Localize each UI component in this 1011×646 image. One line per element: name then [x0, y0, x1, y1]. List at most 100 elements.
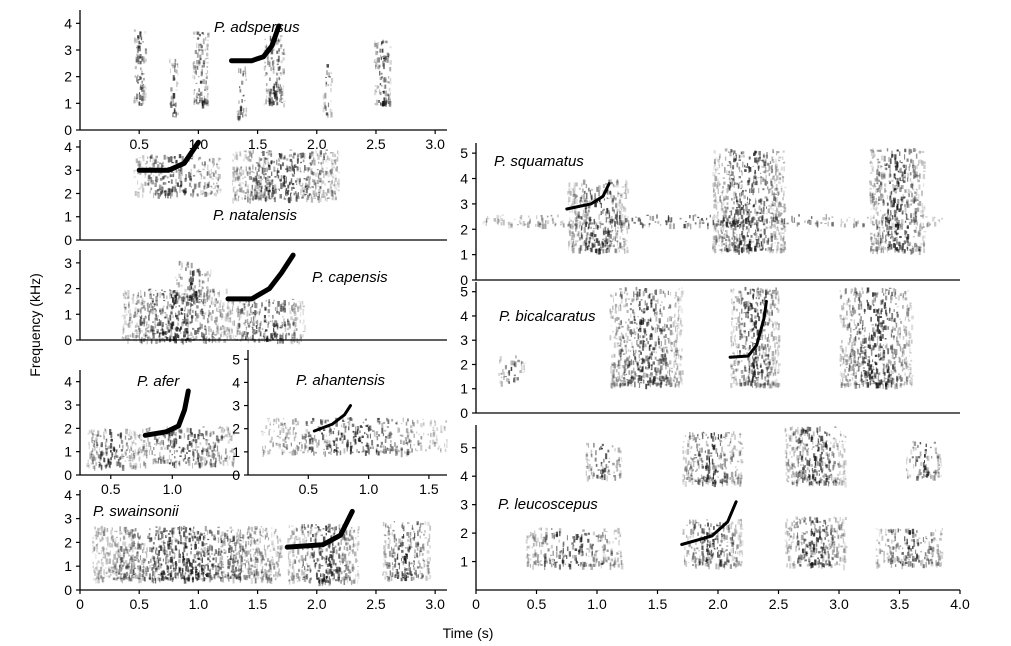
x-tick-label: 0.5: [101, 481, 121, 497]
spectrogram-energy: [525, 426, 944, 571]
y-tick-label: 5: [460, 145, 468, 161]
spectrogram-energy: [91, 521, 432, 587]
x-tick-label: 0.5: [299, 481, 319, 497]
y-tick-label: 1: [232, 444, 240, 460]
frequency-trace: [680, 500, 738, 546]
y-tick-label: 0: [460, 272, 468, 288]
x-tick-label: 1.5: [248, 596, 268, 612]
spectrogram-energy: [482, 148, 944, 255]
y-tick-label: 2: [64, 281, 72, 297]
y-tick-label: 1: [64, 95, 72, 111]
y-axis-label: Frequency (kHz): [27, 273, 43, 376]
panel-p-swainsonii: 0 1 2 3 4 0 0.5 1.0 1.5 2.0 2.5 3.0 P. swainsonii: [64, 487, 447, 612]
x-tick-label: 0: [76, 596, 84, 612]
frequency-trace: [565, 182, 611, 211]
y-tick-label: 0: [232, 467, 240, 483]
x-tick-label: 0.5: [129, 596, 149, 612]
y-tick-label: 1: [64, 306, 72, 322]
y-tick-label: 2: [64, 69, 72, 85]
x-tick-label: 2.5: [366, 596, 386, 612]
frequency-trace: [728, 299, 768, 359]
x-tick-label: 1.5: [419, 481, 439, 497]
x-tick-label: 2.5: [769, 596, 789, 612]
y-tick-label: 2: [232, 421, 240, 437]
x-tick-label: 1.0: [163, 481, 183, 497]
x-tick-label: 1.5: [248, 136, 268, 152]
y-tick-label: 2: [64, 185, 72, 201]
y-tick-label: 4: [232, 374, 240, 390]
y-tick-label: 4: [64, 139, 72, 155]
y-tick-label: 2: [460, 221, 468, 237]
x-tick-label: 2.5: [366, 136, 386, 152]
y-tick-label: 1: [460, 381, 468, 397]
panels: 0 1 2 3 4 0.5 1.0 1.5 2.0 2.5 3.0 P. adspersus 0 1 2 3 4…: [64, 10, 970, 612]
y-tick-label: 0: [460, 405, 468, 421]
species-label: P. natalensis: [213, 207, 297, 224]
y-tick-label: 3: [460, 332, 468, 348]
x-tick-label: 3.0: [829, 596, 849, 612]
x-tick-label: 3.0: [425, 136, 445, 152]
y-tick-label: 3: [460, 196, 468, 212]
x-tick-label: 2.0: [708, 596, 728, 612]
species-label: P. capensis: [312, 269, 388, 286]
panel-p-squamatus: 0 1 2 3 4 5 P. squamatus: [460, 143, 960, 288]
panel-p-bicalcaratus: 0 1 2 3 4 5 P. bicalcaratus: [460, 282, 960, 421]
panel-p-afer: 0 1 2 3 4 0.5 1.0 P. afer: [64, 370, 240, 497]
x-tick-label: 2.0: [307, 596, 327, 612]
y-tick-label: 4: [460, 171, 468, 187]
y-tick-label: 0: [64, 122, 72, 138]
frequency-trace: [312, 404, 352, 433]
species-label: P. afer: [137, 373, 180, 390]
panel-p-natalensis: 0 1 2 3 4 P. natalensis: [64, 139, 447, 248]
x-tick-label: 3.5: [890, 596, 910, 612]
y-tick-label: 4: [460, 468, 468, 484]
x-tick-label: 4.0: [950, 596, 970, 612]
frequency-trace: [229, 23, 282, 64]
y-tick-label: 1: [460, 554, 468, 570]
y-tick-label: 2: [460, 525, 468, 541]
y-tick-label: 2: [64, 534, 72, 550]
y-tick-label: 3: [64, 255, 72, 271]
species-label: P. ahantensis: [296, 372, 385, 389]
x-tick-label: 1.0: [359, 481, 379, 497]
x-axis-label: Time (s): [443, 625, 494, 641]
y-tick-label: 2: [460, 356, 468, 372]
y-tick-label: 0: [64, 332, 72, 348]
y-tick-label: 1: [460, 247, 468, 263]
y-tick-label: 4: [64, 487, 72, 503]
x-tick-label: 0.5: [129, 136, 149, 152]
spectrogram-energy: [133, 29, 392, 122]
y-tick-label: 3: [64, 397, 72, 413]
y-tick-label: 3: [64, 511, 72, 527]
spectrogram-energy: [133, 149, 340, 204]
x-tick-label: 1.0: [189, 596, 209, 612]
y-tick-label: 3: [64, 162, 72, 178]
species-label: P. squamatus: [494, 153, 584, 170]
spectrogram-energy: [86, 426, 236, 471]
species-label: P. swainsonii: [93, 503, 179, 520]
x-tick-label: 0.5: [527, 596, 547, 612]
y-tick-label: 4: [64, 374, 72, 390]
y-tick-label: 5: [232, 351, 240, 367]
y-tick-label: 3: [64, 42, 72, 58]
spectrogram-energy: [498, 286, 914, 390]
frequency-trace: [284, 508, 355, 550]
x-tick-label: 1.0: [587, 596, 607, 612]
x-tick-label: 0: [472, 596, 480, 612]
species-label: P. leucoscepus: [498, 496, 598, 513]
frequency-trace: [142, 388, 191, 438]
panel-p-ahantensis: 0 1 2 3 4 5 0.5 1.0 1.5 P. ahantensis: [232, 350, 449, 497]
frequency-trace: [225, 252, 296, 302]
y-tick-label: 0: [64, 467, 72, 483]
y-tick-label: 5: [460, 284, 468, 300]
frequency-trace: [136, 139, 201, 173]
y-tick-label: 0: [64, 232, 72, 248]
y-tick-label: 4: [64, 15, 72, 31]
x-tick-label: 3.0: [425, 596, 445, 612]
y-tick-label: 3: [232, 398, 240, 414]
species-label: P. adspersus: [214, 19, 300, 36]
panel-p-leucoscepus: 1 2 3 4 5 0 0.5 1.0 1.5 2.0 2.5 3.0 3.5 4.0 P. leucosc…: [460, 425, 970, 612]
x-tick-label: 1.5: [648, 596, 668, 612]
